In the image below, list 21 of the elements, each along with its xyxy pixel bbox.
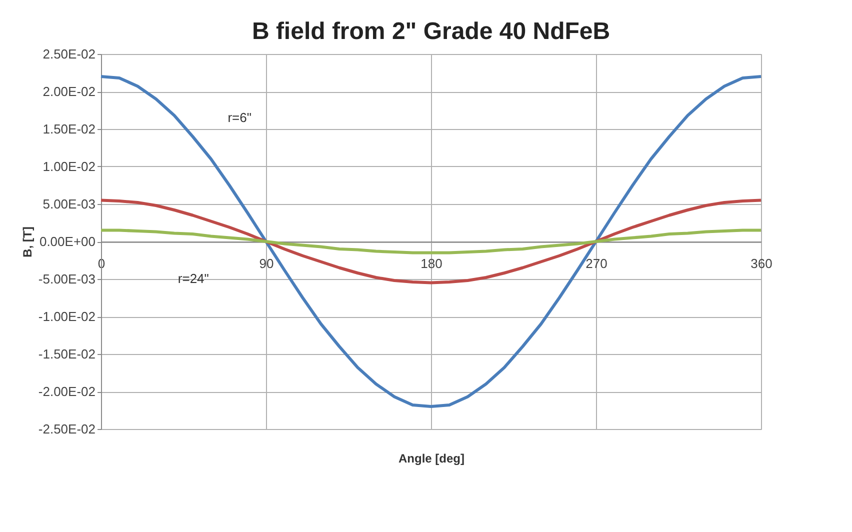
x-tick-label: 180: [420, 256, 442, 271]
line-series: [100, 228, 762, 254]
y-tick-label: -2.50E-02: [38, 422, 96, 436]
y-tick-label: -1.50E-02: [38, 346, 96, 362]
x-axis-title: Angle [deg]: [398, 452, 464, 466]
x-tick-label: 90: [259, 256, 274, 271]
y-axis-title: B, [T]: [20, 226, 34, 258]
x-tick-label: 360: [750, 256, 772, 271]
y-tick-label: -2.00E-02: [38, 384, 96, 399]
y-tick-label: -1.00E-02: [38, 309, 96, 324]
y-tick-label: 0.00E+00: [39, 234, 96, 249]
y-tick-label: 1.00E-02: [42, 159, 96, 174]
annotation: r=24": [178, 271, 210, 286]
chart-title: B field from 2" Grade 40 NdFeB: [252, 18, 610, 45]
y-tick-label: 2.50E-02: [42, 46, 96, 62]
y-tick-label: 2.00E-02: [42, 84, 96, 99]
y-tick-label: 5.00E-03: [42, 196, 96, 212]
x-tick-label: 270: [586, 256, 608, 271]
y-tick-label: 1.50E-02: [42, 122, 96, 136]
annotation: r=6": [228, 110, 252, 125]
y-tick-label: -5.00E-03: [38, 272, 96, 286]
